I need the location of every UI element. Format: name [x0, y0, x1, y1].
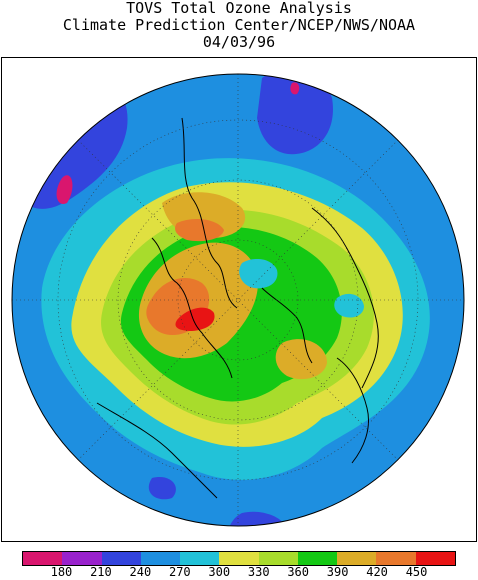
coastline-asia	[311, 207, 379, 389]
legend-tick-label: 360	[287, 565, 310, 579]
ozone-polar-map	[11, 73, 465, 527]
map-frame	[1, 57, 477, 542]
legend-tick-label: 450	[405, 565, 428, 579]
contour-low-cell-pole	[239, 258, 278, 289]
coastline-north-america	[151, 237, 233, 379]
contour-240-patch-bottom	[227, 511, 288, 526]
contour-420-patch-east	[275, 339, 327, 380]
coastline-east-asia	[336, 357, 369, 464]
latitude-circle-1	[177, 239, 299, 361]
title-line-3: 04/03/96	[202, 33, 276, 51]
legend-swatch-1	[62, 552, 102, 565]
title-line-2: Climate Prediction Center/NCEP/NWS/NOAA	[62, 16, 416, 34]
coastlines	[96, 117, 379, 499]
legend-swatch-8	[337, 552, 377, 565]
legend-tick-label: 180	[50, 565, 73, 579]
legend-swatch-9	[376, 552, 416, 565]
contour-240-patch-south	[148, 477, 176, 500]
legend-swatch-2	[101, 552, 141, 565]
title-line-1: TOVS Total Ozone Analysis	[126, 0, 352, 17]
legend-tick-label: 300	[208, 565, 231, 579]
ozone-field	[12, 74, 464, 526]
contour-180-spot-north	[290, 82, 300, 95]
legend-tick-label: 420	[366, 565, 388, 579]
legend-tick-label: 270	[168, 565, 191, 579]
legend-tick-label: 390	[326, 565, 349, 579]
contour-240-patch-north	[257, 74, 333, 155]
latitude-circle-3	[57, 119, 419, 481]
map-title-block: TOVS Total Ozone Analysis Climate Predic…	[0, 0, 478, 51]
graticule	[12, 74, 464, 526]
map-disk-outline	[11, 73, 465, 527]
legend-swatch-0	[23, 552, 63, 565]
legend-tick-label: 330	[247, 565, 270, 579]
legend-tick-label: 210	[90, 565, 112, 579]
contour-180-spot-west	[56, 175, 73, 204]
legend-tick-label: 240	[129, 565, 152, 579]
legend-swatch-10	[415, 552, 455, 565]
legend-swatch-4	[180, 552, 220, 565]
color-legend-bar	[22, 551, 456, 566]
legend-swatch-6	[258, 552, 298, 565]
legend-swatch-7	[297, 552, 338, 565]
color-legend-labels: 180 210 240 270 300 330 360 390 420 450	[0, 566, 478, 580]
legend-swatch-3	[140, 552, 181, 565]
legend-swatch-5	[219, 552, 259, 565]
contour-450-patch-north	[175, 218, 224, 242]
contour-max-core	[175, 307, 215, 331]
coastline-central-america	[96, 402, 218, 499]
coastline-arctic	[261, 287, 313, 364]
coastline-greenland-europe	[181, 117, 238, 309]
latitude-circle-2	[117, 179, 359, 421]
